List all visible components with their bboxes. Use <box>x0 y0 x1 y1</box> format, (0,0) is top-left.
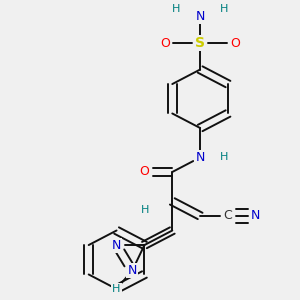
Text: N: N <box>112 238 121 251</box>
Text: H: H <box>141 206 150 215</box>
Text: S: S <box>195 36 205 50</box>
Text: N: N <box>196 151 205 164</box>
Text: O: O <box>160 37 170 50</box>
Text: N: N <box>196 11 205 23</box>
Text: H: H <box>220 152 229 162</box>
Text: H: H <box>172 4 180 14</box>
Text: C: C <box>224 209 232 222</box>
Text: N: N <box>251 209 261 222</box>
Text: O: O <box>140 166 149 178</box>
Text: H: H <box>112 284 121 294</box>
Text: O: O <box>230 37 240 50</box>
Text: H: H <box>220 4 229 14</box>
Text: N: N <box>128 264 137 277</box>
